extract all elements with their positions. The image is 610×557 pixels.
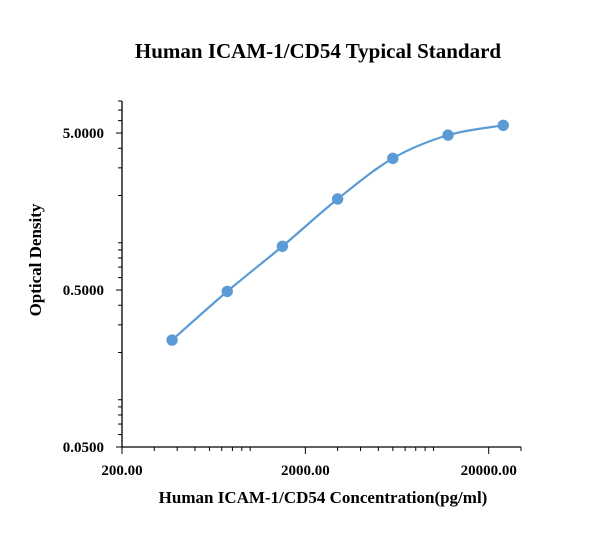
y-axis-label: Optical Density <box>26 203 45 316</box>
data-point <box>276 240 289 252</box>
chart-title: Human ICAM-1/CD54 Typical Standard <box>135 39 502 63</box>
x-tick-label: 2000.00 <box>281 463 330 479</box>
y-axis-ticks: 5.0000 0.5000 0.0500 <box>63 100 122 456</box>
data-point <box>221 285 233 298</box>
x-tick-label: 20000.00 <box>461 463 517 479</box>
x-axis-ticks: 200.00 2000.00 20000.00 <box>101 447 522 479</box>
x-tick-label: 200.00 <box>101 463 142 479</box>
series-line <box>171 124 504 341</box>
data-point <box>331 193 344 205</box>
data-point <box>166 334 178 346</box>
data-series <box>166 119 509 346</box>
data-point <box>497 119 509 132</box>
y-tick-label: 0.5000 <box>63 283 104 299</box>
x-axis-label: Human ICAM-1/CD54 Concentration(pg/ml) <box>159 488 488 507</box>
data-point <box>442 129 454 141</box>
data-point <box>387 152 399 165</box>
y-tick-label: 5.0000 <box>63 126 104 142</box>
y-tick-label: 0.0500 <box>63 440 104 456</box>
